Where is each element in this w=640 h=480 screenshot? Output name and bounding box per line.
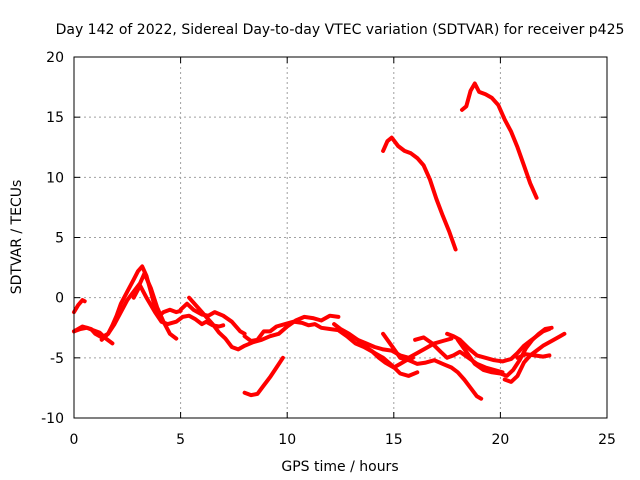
x-tick-label: 20 [491,432,509,448]
data-trace-track-19 [460,81,539,200]
y-tick-label: 0 [55,291,64,307]
y-tick-label: 20 [46,50,64,66]
y-tick-label: 5 [55,231,64,247]
grid [74,57,607,418]
data-trace-track-17 [515,352,552,360]
data-trace-track-3 [72,264,183,340]
y-tick-label: -5 [50,351,64,367]
data-trace-track-16 [502,331,567,384]
data-traces [72,81,567,401]
y-tick-label: 10 [46,170,64,186]
chart-title: Day 142 of 2022, Sidereal Day-to-day VTE… [56,22,625,38]
y-axis-label: SDTVAR / TECUs [9,180,25,295]
y-tick-label: -10 [41,411,64,427]
data-trace-track-12 [381,331,484,401]
data-trace-track-9 [242,355,285,398]
data-trace-track-6 [178,301,247,336]
data-trace-track-10 [332,322,420,378]
y-tick-label: 15 [46,110,64,126]
x-tick-label: 10 [278,432,296,448]
data-trace-track-1 [72,298,87,315]
axis-ticks: 0 5 10 15 20 25 -10 -5 0 5 10 15 20 [41,50,616,448]
data-trace-track-13 [413,335,505,375]
data-trace-track-11 [355,336,454,360]
x-axis-label: GPS time / hours [281,459,398,475]
data-trace-track-15 [455,325,554,378]
x-tick-label: 0 [70,432,79,448]
data-trace-track-4 [99,271,179,342]
x-tick-label: 15 [385,432,403,448]
x-tick-label: 25 [598,432,616,448]
data-trace-track-18 [381,135,458,252]
x-tick-label: 5 [176,432,185,448]
